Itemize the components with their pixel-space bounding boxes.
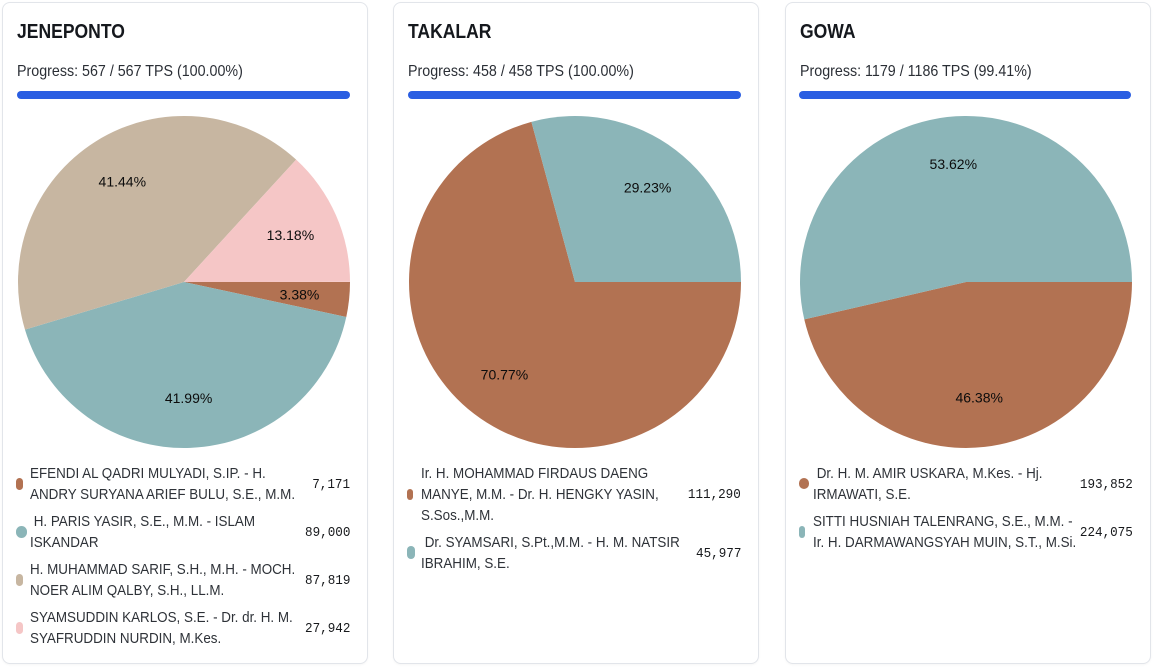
svg-text:41.99%: 41.99% — [165, 390, 212, 406]
svg-text:41.44%: 41.44% — [98, 173, 145, 189]
svg-text:29.23%: 29.23% — [624, 179, 671, 195]
svg-text:53.62%: 53.62% — [930, 156, 977, 172]
svg-text:13.18%: 13.18% — [266, 227, 313, 243]
svg-text:70.77%: 70.77% — [481, 366, 528, 382]
svg-text:46.38%: 46.38% — [956, 389, 1003, 405]
svg-text:3.38%: 3.38% — [279, 286, 319, 302]
